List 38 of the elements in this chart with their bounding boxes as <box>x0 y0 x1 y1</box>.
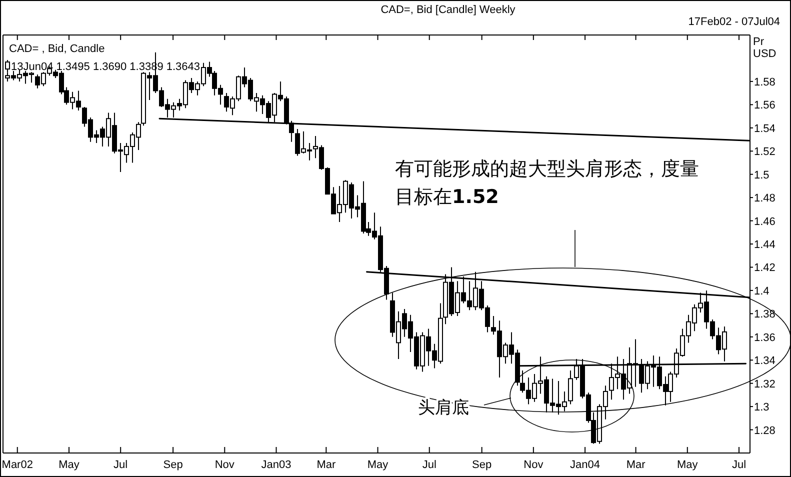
y-tick-label: 1.38 <box>754 308 776 321</box>
y-tick-label: 1.58 <box>754 76 776 88</box>
y-tick-label: 1.44 <box>754 239 776 251</box>
y-tick-label: 1.36 <box>754 332 776 344</box>
y-tick-label: 1.28 <box>754 424 776 437</box>
x-tick-label: Sep <box>472 459 492 471</box>
y-tick-label: 1.3 <box>754 402 770 414</box>
x-tick-label: Mar <box>316 459 336 471</box>
x-tick-label: Jul <box>422 459 436 471</box>
x-tick-label: Jul <box>732 459 746 471</box>
y-tick-label: 1.34 <box>754 355 776 368</box>
x-tick-label: Jan03 <box>261 459 292 471</box>
annotation: 有可能形成的超大型头肩形态，度量目标在1.52 <box>395 158 699 208</box>
y-tick-label: 1.46 <box>754 216 776 228</box>
x-tick-label: Jul <box>114 459 128 471</box>
x-tick-label: Mar02 <box>2 459 33 471</box>
candlestick <box>568 370 573 405</box>
x-tick-label: Sep <box>163 459 183 471</box>
x-tick-label: Jan04 <box>570 459 600 471</box>
x-tick-label: Nov <box>524 459 544 471</box>
y-tick-label: 1.4 <box>754 285 770 298</box>
annotation: 头肩底 <box>418 398 469 418</box>
x-tick-label: Mar <box>626 459 646 471</box>
y-tick-label: 1.52 <box>754 146 776 158</box>
x-tick-label: Nov <box>214 459 235 471</box>
x-tick-label: May <box>58 459 80 471</box>
x-tick-label: May <box>367 459 389 471</box>
y-tick-label: 1.54 <box>754 122 776 135</box>
x-tick-label: May <box>677 459 698 471</box>
y-tick-label: 1.42 <box>754 262 776 274</box>
annotation: CAD= , Bid, Candle <box>9 43 105 55</box>
y-tick-label: 1.5 <box>754 169 770 182</box>
chart-subtitle: 17Feb02 - 07Jul04 <box>688 16 780 28</box>
y-tick-label: 1.48 <box>754 192 776 205</box>
y-axis-title: Pr USD <box>753 36 776 60</box>
y-tick-label: 1.56 <box>754 100 776 112</box>
y-tick-label: 1.32 <box>754 378 776 390</box>
chart-title: CAD=, Bid [Candle] Weekly <box>380 4 516 16</box>
